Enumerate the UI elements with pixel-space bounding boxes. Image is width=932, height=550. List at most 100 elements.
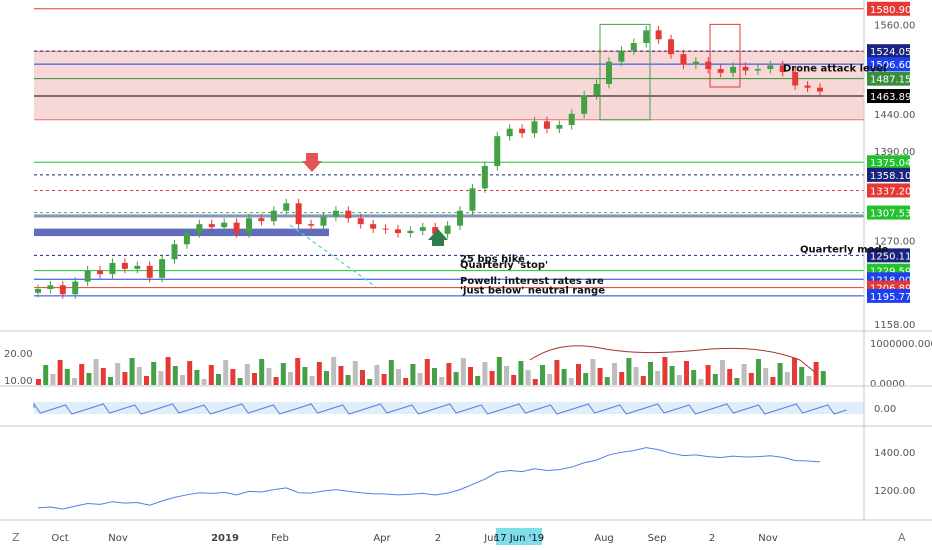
price-tag-text-11: 1307.53	[870, 209, 911, 220]
candle-body	[59, 285, 66, 295]
x-axis-label-8: Sep	[648, 533, 667, 544]
volume-bar	[705, 365, 711, 385]
volume-bar	[288, 372, 293, 385]
auto-scale-icon[interactable]: A	[898, 531, 906, 544]
volume-bar	[237, 378, 243, 385]
candle	[494, 131, 501, 171]
volume-bar	[374, 365, 380, 385]
volume-bar	[518, 361, 524, 385]
candle-body	[233, 222, 240, 234]
volume-left-tick-0: 20.00	[4, 349, 33, 360]
volume-bar	[568, 378, 574, 385]
volume-bar	[165, 357, 171, 385]
price-tag-17	[867, 288, 910, 303]
volume-bar	[590, 359, 596, 385]
axes	[0, 0, 932, 521]
candle-body	[332, 210, 339, 217]
volume-bar	[525, 370, 531, 385]
volume-bar	[79, 364, 85, 385]
volume-bar	[172, 366, 178, 385]
candle-body	[817, 87, 823, 92]
candle-body	[432, 227, 439, 234]
candle	[643, 25, 650, 48]
volume-bar	[129, 358, 135, 385]
volume-bar	[547, 374, 553, 385]
candle	[754, 64, 761, 76]
volume-bar	[612, 363, 617, 385]
volume-bar	[417, 373, 423, 385]
price-tag-8	[867, 155, 910, 170]
volume-bar	[554, 360, 560, 385]
candle	[668, 34, 675, 59]
volume-bar	[777, 363, 783, 385]
candle	[655, 25, 662, 44]
volume-bar	[820, 371, 826, 385]
volume-bar	[720, 360, 725, 385]
candle	[320, 212, 327, 231]
volume-bar	[36, 379, 41, 385]
volume-bar	[640, 376, 646, 385]
volume-bar	[201, 379, 207, 385]
volume-bar	[576, 364, 581, 385]
price-pane[interactable]	[34, 8, 864, 299]
time-axis: Z A Oct Nov 2019 Feb Apr 2 Jun Aug Sep 2 Nov 17 Jun…	[12, 528, 906, 545]
crosshair-date-text: 17 Jun '19	[494, 533, 544, 544]
candle	[556, 120, 563, 134]
sell-arrow-marker	[302, 153, 322, 172]
candle-body	[295, 203, 302, 225]
candle	[593, 79, 600, 100]
volume-bar	[698, 379, 704, 385]
x-axis-label-0: Oct	[51, 533, 68, 544]
volume-bar	[259, 359, 265, 385]
volume-bar	[295, 358, 301, 385]
candle-body	[246, 218, 253, 234]
volume-bar	[489, 371, 495, 385]
candle-body	[680, 54, 687, 65]
candle-body	[370, 224, 377, 229]
candle	[345, 206, 352, 223]
candle-body	[171, 244, 178, 260]
volume-bar	[424, 359, 430, 385]
volume-bar	[324, 371, 329, 385]
volume-right-tick-0: 1000000.000	[870, 339, 932, 350]
volume-bar	[676, 375, 682, 385]
candle-body	[481, 166, 488, 189]
candle-body	[109, 262, 116, 275]
volume-bar	[784, 372, 790, 385]
price-tag-text-9: 1358.10	[870, 171, 911, 182]
volume-bar	[468, 367, 473, 385]
volume-bar	[748, 373, 754, 385]
annotation-1: Quarterly mode	[800, 244, 889, 255]
candle	[605, 57, 612, 89]
volume-bar	[360, 370, 365, 385]
candle-body	[394, 229, 401, 234]
candle-body	[754, 69, 761, 71]
settings-icon[interactable]: Z	[12, 531, 20, 544]
volume-bar	[504, 366, 509, 385]
volume-bar	[475, 376, 481, 385]
candle	[717, 64, 724, 78]
volume-bar	[216, 374, 221, 385]
candle	[568, 109, 575, 130]
candle-body	[183, 233, 190, 245]
candle	[419, 222, 426, 236]
volume-bar	[633, 367, 639, 385]
volume-bar	[763, 368, 769, 385]
candle	[767, 60, 774, 74]
candle-body	[593, 84, 600, 96]
volume-bar	[194, 370, 200, 385]
volume-bar	[691, 370, 697, 385]
candle	[47, 280, 54, 294]
annotation-4: Powell: interest rates are	[460, 276, 604, 287]
candle-body	[407, 230, 414, 234]
candle	[146, 261, 153, 283]
candle-body	[258, 218, 265, 222]
volume-bar	[187, 361, 193, 385]
candle	[543, 116, 550, 134]
candle-body	[605, 61, 612, 84]
candle	[519, 124, 526, 138]
volume-bar	[561, 369, 567, 385]
volume-bar	[619, 372, 625, 385]
oscillator-tick: 0.00	[874, 404, 896, 415]
